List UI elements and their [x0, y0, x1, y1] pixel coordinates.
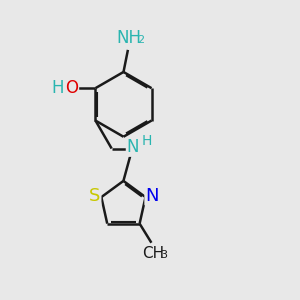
Text: H: H	[142, 134, 152, 148]
Text: S: S	[89, 187, 100, 205]
Text: NH: NH	[116, 28, 141, 46]
Text: 2: 2	[137, 34, 144, 45]
Text: N: N	[127, 138, 139, 156]
Text: H: H	[51, 79, 63, 97]
Text: 3: 3	[160, 250, 167, 260]
Text: O: O	[65, 79, 78, 97]
Text: CH: CH	[142, 246, 164, 261]
Text: N: N	[145, 187, 159, 205]
